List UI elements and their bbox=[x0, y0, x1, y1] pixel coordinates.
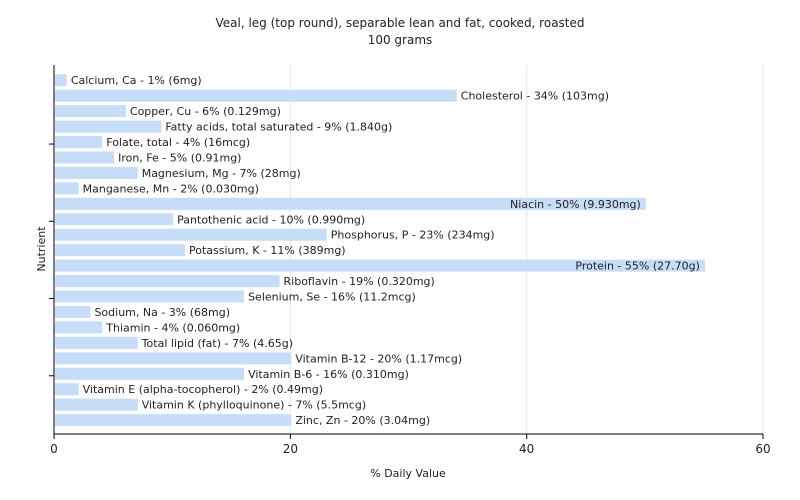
chart-title: Veal, leg (top round), separable lean an… bbox=[215, 16, 584, 30]
axes bbox=[53, 65, 763, 435]
bar-label: Vitamin B-6 - 16% (0.310mg) bbox=[248, 368, 409, 381]
bar-label: Magnesium, Mg - 7% (28mg) bbox=[142, 167, 301, 180]
y-axis-label: Nutrient bbox=[35, 226, 48, 272]
bar-label: Potassium, K - 11% (389mg) bbox=[189, 244, 346, 257]
x-tick-label: 60 bbox=[755, 442, 770, 456]
bar bbox=[55, 182, 79, 195]
bar bbox=[55, 290, 245, 303]
bar bbox=[55, 336, 138, 349]
x-axis-ticks: 0 20 40 60 bbox=[49, 143, 771, 456]
bar-label: Niacin - 50% (9.930mg) bbox=[510, 198, 641, 211]
bar-label: Thiamin - 4% (0.060mg) bbox=[105, 321, 240, 334]
bar-label: Fatty acids, total saturated - 9% (1.840… bbox=[165, 121, 392, 134]
bar-label: Zinc, Zn - 20% (3.04mg) bbox=[295, 414, 430, 427]
bar bbox=[55, 352, 292, 365]
bar bbox=[55, 244, 185, 257]
x-tick-label: 20 bbox=[283, 442, 298, 456]
bar bbox=[55, 321, 103, 334]
bar bbox=[55, 136, 103, 149]
bar-label: Copper, Cu - 6% (0.129mg) bbox=[130, 105, 281, 118]
bar-label: Vitamin K (phylloquinone) - 7% (5.5mcg) bbox=[142, 399, 366, 412]
bar bbox=[55, 89, 457, 102]
bar bbox=[55, 120, 162, 133]
bar-label: Protein - 55% (27.70g) bbox=[575, 260, 700, 273]
x-tick-label: 0 bbox=[50, 442, 58, 456]
bar-label: Sodium, Na - 3% (68mg) bbox=[94, 306, 230, 319]
bar bbox=[55, 305, 91, 318]
bar bbox=[55, 213, 174, 226]
grid-lines bbox=[289, 65, 764, 434]
bar-label: Folate, total - 4% (16mcg) bbox=[106, 136, 250, 149]
bar-label: Pantothenic acid - 10% (0.990mg) bbox=[177, 213, 365, 226]
bar-label: Manganese, Mn - 2% (0.030mg) bbox=[83, 182, 259, 195]
bar bbox=[55, 398, 138, 411]
x-axis-label: % Daily Value bbox=[370, 467, 446, 480]
bars: Calcium, Ca - 1% (6mg) Cholesterol - 34% … bbox=[55, 74, 705, 427]
chart-subtitle: 100 grams bbox=[368, 33, 433, 47]
bar bbox=[55, 166, 138, 179]
bar-label: Iron, Fe - 5% (0.91mg) bbox=[118, 151, 241, 164]
x-tick-label: 40 bbox=[519, 442, 534, 456]
bar bbox=[55, 105, 126, 118]
bar-label: Calcium, Ca - 1% (6mg) bbox=[71, 74, 202, 87]
bar bbox=[55, 414, 292, 427]
bar bbox=[55, 367, 245, 380]
bar-label: Total lipid (fat) - 7% (4.65g) bbox=[141, 337, 293, 350]
bar-label: Phosphorus, P - 23% (234mg) bbox=[331, 229, 495, 242]
bar bbox=[55, 275, 280, 288]
bar bbox=[55, 197, 646, 210]
bar-label: Cholesterol - 34% (103mg) bbox=[461, 90, 609, 103]
bar-label: Vitamin E (alpha-tocopherol) - 2% (0.49m… bbox=[83, 383, 323, 396]
bar-label: Riboflavin - 19% (0.320mg) bbox=[284, 275, 435, 288]
bar bbox=[55, 74, 67, 87]
bar bbox=[55, 228, 327, 241]
bar bbox=[55, 383, 79, 396]
bar bbox=[55, 259, 705, 272]
bar-label: Selenium, Se - 16% (11.2mcg) bbox=[248, 291, 416, 304]
bar bbox=[55, 151, 115, 164]
bar-label: Vitamin B-12 - 20% (1.17mcg) bbox=[295, 352, 462, 365]
